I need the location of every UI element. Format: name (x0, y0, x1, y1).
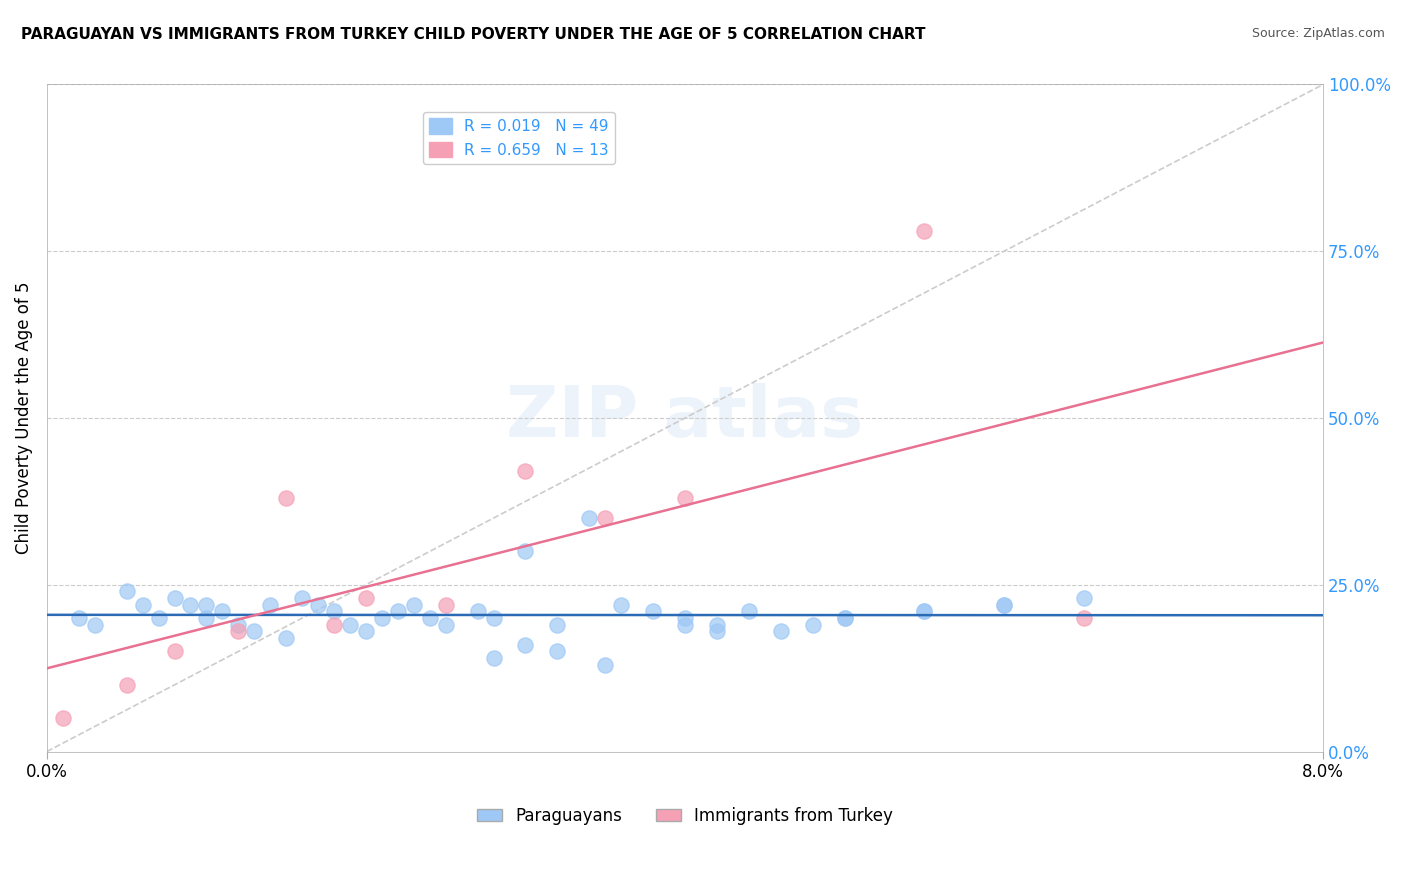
Text: Source: ZipAtlas.com: Source: ZipAtlas.com (1251, 27, 1385, 40)
Point (243, 624, 266, 639)
Y-axis label: Child Poverty Under the Age of 5: Child Poverty Under the Age of 5 (15, 282, 32, 554)
Point (163, 644, 186, 658)
Point (482, 611, 505, 625)
Point (993, 598, 1015, 612)
Point (546, 644, 568, 658)
Point (163, 591, 186, 606)
Point (179, 598, 201, 612)
Point (1073, 591, 1095, 606)
Point (912, 604, 935, 618)
Point (402, 598, 425, 612)
Point (291, 591, 314, 606)
Point (482, 651, 505, 665)
Point (52, 711, 75, 725)
Point (67, 611, 90, 625)
Point (195, 598, 218, 612)
Point (419, 611, 441, 625)
Legend: Paraguayans, Immigrants from Turkey: Paraguayans, Immigrants from Turkey (471, 800, 900, 831)
Point (228, 617, 250, 632)
Point (912, 224, 935, 238)
Point (993, 598, 1015, 612)
Text: ZIP atlas: ZIP atlas (506, 384, 863, 452)
Point (706, 624, 728, 639)
Point (610, 598, 633, 612)
Point (387, 604, 409, 618)
Point (1073, 611, 1095, 625)
Point (593, 511, 616, 525)
Point (673, 611, 696, 625)
Point (354, 591, 377, 606)
Point (673, 617, 696, 632)
Point (578, 511, 600, 525)
Point (515, 464, 537, 478)
Point (131, 598, 153, 612)
Point (276, 631, 298, 645)
Point (371, 611, 394, 625)
Point (769, 624, 792, 639)
Point (834, 611, 856, 625)
Point (211, 604, 233, 618)
Point (148, 611, 170, 625)
Point (307, 598, 329, 612)
Point (83, 617, 105, 632)
Point (323, 604, 346, 618)
Point (593, 657, 616, 672)
Point (801, 617, 824, 632)
Point (228, 624, 250, 639)
Point (339, 617, 361, 632)
Point (354, 624, 377, 639)
Point (738, 604, 761, 618)
Point (434, 598, 457, 612)
Point (195, 611, 218, 625)
Point (467, 604, 489, 618)
Text: PARAGUAYAN VS IMMIGRANTS FROM TURKEY CHILD POVERTY UNDER THE AGE OF 5 CORRELATIO: PARAGUAYAN VS IMMIGRANTS FROM TURKEY CHI… (21, 27, 925, 42)
Point (276, 491, 298, 505)
Point (115, 678, 138, 692)
Point (259, 598, 281, 612)
Point (323, 617, 346, 632)
Point (673, 491, 696, 505)
Point (115, 584, 138, 599)
Point (515, 638, 537, 652)
Point (834, 611, 856, 625)
Point (706, 617, 728, 632)
Point (912, 604, 935, 618)
Point (434, 617, 457, 632)
Point (546, 617, 568, 632)
Point (515, 544, 537, 558)
Point (643, 604, 665, 618)
